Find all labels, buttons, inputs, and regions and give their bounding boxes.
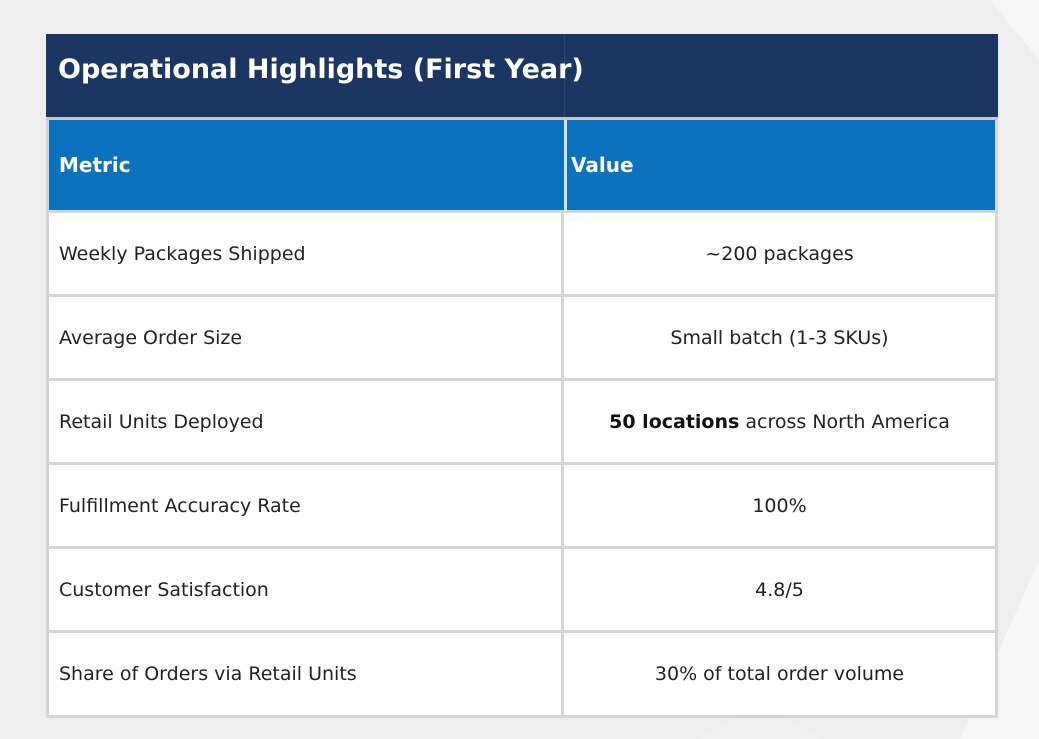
operational-highlights-table: Operational Highlights (First Year) Metr… — [46, 34, 998, 718]
table-title-bar: Operational Highlights (First Year) — [46, 34, 998, 120]
value-cell: 100% — [564, 465, 998, 549]
value-cell: Small batch (1-3 SKUs) — [564, 297, 998, 381]
value-emphasis: 50 locations — [609, 410, 740, 433]
value-cell: 50 locations across North America — [564, 381, 998, 465]
value-text: 4.8/5 — [755, 578, 804, 601]
metric-cell: Customer Satisfaction — [46, 549, 564, 633]
metric-cell: Share of Orders via Retail Units — [46, 633, 564, 718]
value-text: Small batch (1-3 SKUs) — [670, 326, 889, 349]
table-row: Customer Satisfaction 4.8/5 — [46, 549, 998, 633]
table-row: Average Order Size Small batch (1-3 SKUs… — [46, 297, 998, 381]
table-row: Share of Orders via Retail Units 30% of … — [46, 633, 998, 718]
column-header-value: Value — [564, 120, 998, 213]
title-seam — [564, 34, 565, 117]
metric-cell: Retail Units Deployed — [46, 381, 564, 465]
table-row: Retail Units Deployed 50 locations acros… — [46, 381, 998, 465]
value-cell: 4.8/5 — [564, 549, 998, 633]
value-cell: ~200 packages — [564, 213, 998, 297]
table-row: Weekly Packages Shipped ~200 packages — [46, 213, 998, 297]
metric-cell: Average Order Size — [46, 297, 564, 381]
table-title: Operational Highlights (First Year) — [58, 54, 584, 85]
value-text: 30% of total order volume — [654, 663, 905, 685]
table-body: Metric Value Weekly Packages Shipped ~20… — [46, 120, 998, 718]
metric-cell: Fulfillment Accuracy Rate — [46, 465, 564, 549]
column-header-metric: Metric — [46, 120, 564, 213]
value-cell: 30% of total order volume — [564, 633, 998, 718]
table-header-row: Metric Value — [46, 120, 998, 213]
table-row: Fulfillment Accuracy Rate 100% — [46, 465, 998, 549]
value-text: across North America — [739, 410, 950, 433]
value-text: ~200 packages — [705, 242, 854, 265]
metric-cell: Weekly Packages Shipped — [46, 213, 564, 297]
value-text: 100% — [752, 494, 807, 517]
